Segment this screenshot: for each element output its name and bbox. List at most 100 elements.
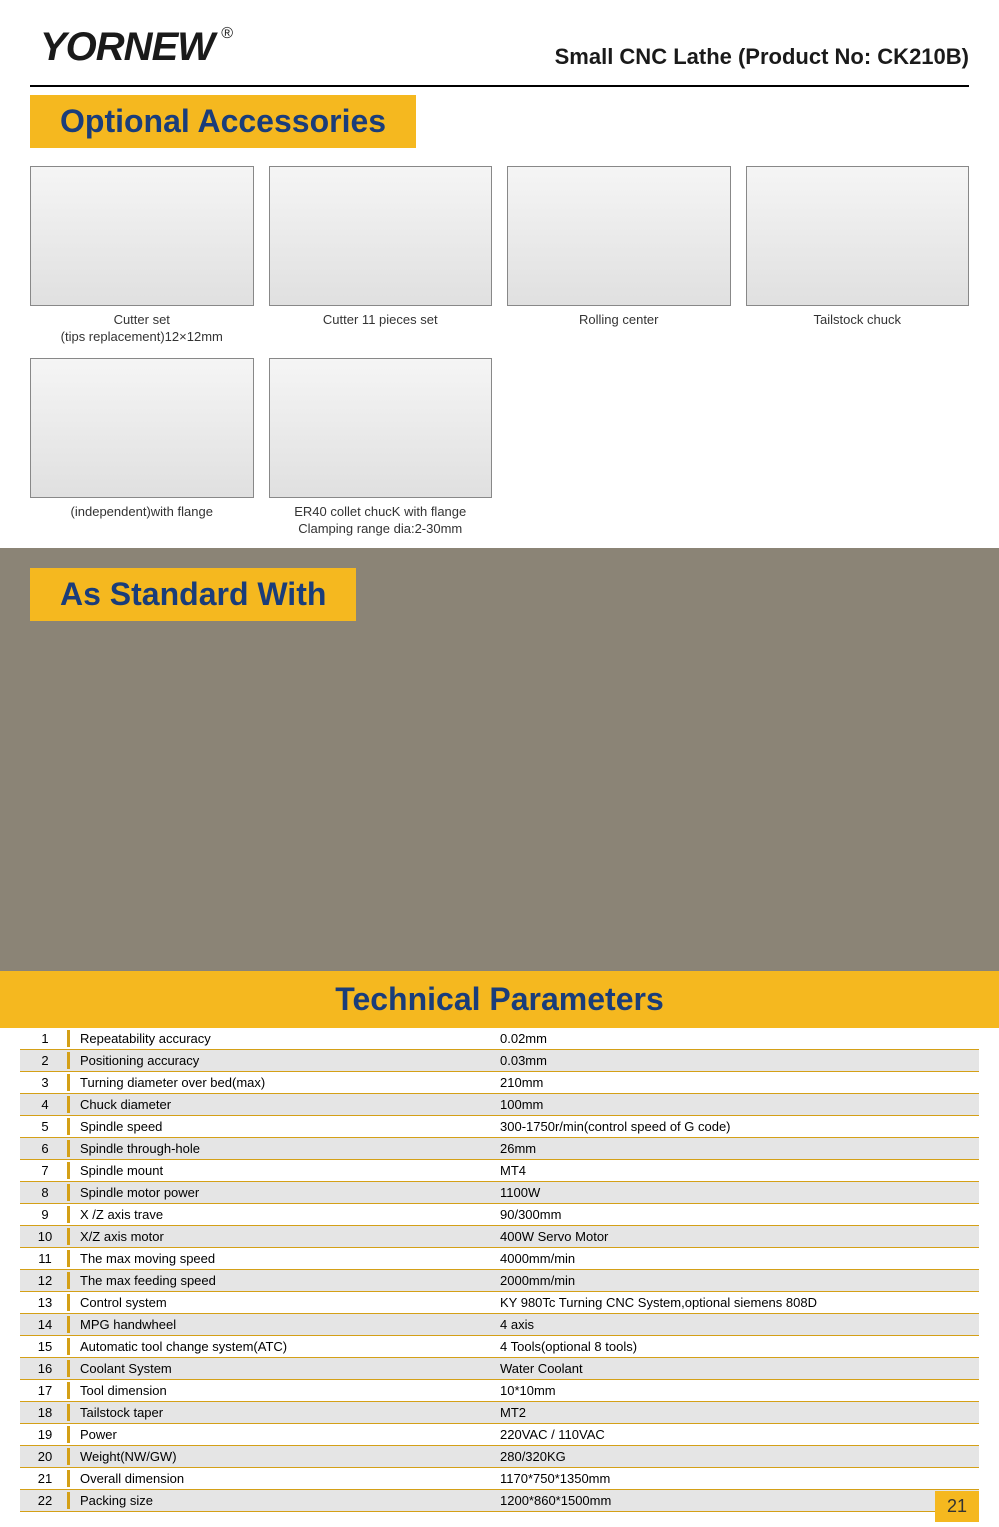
param-number: 21 [20,1467,70,1489]
logo: YORNEW ® [40,25,214,70]
param-number: 16 [20,1357,70,1379]
param-number: 12 [20,1269,70,1291]
param-value: 26mm [490,1137,979,1159]
param-name: Spindle speed [70,1115,490,1137]
table-row: 14MPG handwheel4 axis [20,1313,979,1335]
accessory-image [269,166,493,306]
param-name: X/Z axis motor [70,1225,490,1247]
param-name: MPG handwheel [70,1313,490,1335]
param-name: Tool dimension [70,1379,490,1401]
param-name: Spindle motor power [70,1181,490,1203]
technical-parameters-table: 1Repeatability accuracy0.02mm2Positionin… [20,1028,979,1512]
accessory-caption: Rolling center [579,312,659,329]
param-value: 280/320KG [490,1445,979,1467]
accessory-caption: Cutter set(tips replacement)12×12mm [61,312,223,346]
param-name: Repeatability accuracy [70,1028,490,1050]
accessory-card: Cutter set(tips replacement)12×12mm [30,166,254,346]
table-row: 15Automatic tool change system(ATC)4 Too… [20,1335,979,1357]
table-row: 21Overall dimension1170*750*1350mm [20,1467,979,1489]
param-value: 10*10mm [490,1379,979,1401]
standard-with-section: As Standard With [0,548,999,971]
param-number: 17 [20,1379,70,1401]
param-value: MT2 [490,1401,979,1423]
param-value: 4 axis [490,1313,979,1335]
param-value: 220VAC / 110VAC [490,1423,979,1445]
standard-with-title: As Standard With [30,568,356,621]
accessory-card: ER40 collet chucK with flangeClamping ra… [269,358,493,538]
param-value: 1170*750*1350mm [490,1467,979,1489]
param-value: MT4 [490,1159,979,1181]
param-name: Positioning accuracy [70,1049,490,1071]
product-title: Small CNC Lathe (Product No: CK210B) [555,44,969,70]
param-name: Coolant System [70,1357,490,1379]
table-row: 1Repeatability accuracy0.02mm [20,1028,979,1050]
param-value: 210mm [490,1071,979,1093]
table-row: 11The max moving speed4000mm/min [20,1247,979,1269]
param-value: 1200*860*1500mm [490,1489,979,1511]
page-container: YORNEW ® Small CNC Lathe (Product No: CK… [0,0,999,1527]
technical-parameters-title-bar: Technical Parameters [0,971,999,1028]
table-row: 8Spindle motor power1100W [20,1181,979,1203]
header: YORNEW ® Small CNC Lathe (Product No: CK… [0,0,999,85]
accessory-image [30,358,254,498]
param-number: 11 [20,1247,70,1269]
param-name: Packing size [70,1489,490,1511]
param-number: 3 [20,1071,70,1093]
param-value: 1100W [490,1181,979,1203]
param-number: 18 [20,1401,70,1423]
param-number: 4 [20,1093,70,1115]
table-row: 3Turning diameter over bed(max)210mm [20,1071,979,1093]
accessory-caption: Tailstock chuck [814,312,901,329]
param-name: Control system [70,1291,490,1313]
param-number: 7 [20,1159,70,1181]
table-row: 22Packing size1200*860*1500mm [20,1489,979,1511]
param-name: Power [70,1423,490,1445]
accessory-card: (independent)with flange [30,358,254,538]
accessory-caption: ER40 collet chucK with flangeClamping ra… [294,504,466,538]
accessory-card: Tailstock chuck [746,166,970,346]
param-name: The max moving speed [70,1247,490,1269]
standard-items-image [30,641,969,921]
param-number: 6 [20,1137,70,1159]
accessories-grid-row2: (independent)with flange ER40 collet chu… [0,346,999,548]
table-row: 17Tool dimension10*10mm [20,1379,979,1401]
param-name: Tailstock taper [70,1401,490,1423]
table-row: 7Spindle mountMT4 [20,1159,979,1181]
accessory-card: Rolling center [507,166,731,346]
param-number: 19 [20,1423,70,1445]
param-name: The max feeding speed [70,1269,490,1291]
param-name: Turning diameter over bed(max) [70,1071,490,1093]
param-value: 4000mm/min [490,1247,979,1269]
page-number: 21 [935,1491,979,1522]
param-name: Weight(NW/GW) [70,1445,490,1467]
param-number: 2 [20,1049,70,1071]
table-row: 6Spindle through-hole26mm [20,1137,979,1159]
table-row: 19Power220VAC / 110VAC [20,1423,979,1445]
table-row: 10X/Z axis motor400W Servo Motor [20,1225,979,1247]
trademark-symbol: ® [221,25,232,43]
param-value: 90/300mm [490,1203,979,1225]
accessory-caption: Cutter 11 pieces set [323,312,438,329]
logo-text: YORNEW [40,25,214,69]
technical-parameters-section: Technical Parameters 1Repeatability accu… [0,971,999,1527]
param-value: Water Coolant [490,1357,979,1379]
table-row: 2Positioning accuracy0.03mm [20,1049,979,1071]
optional-accessories-title: Optional Accessories [30,95,416,148]
accessory-image [269,358,493,498]
param-number: 1 [20,1028,70,1050]
param-name: Automatic tool change system(ATC) [70,1335,490,1357]
param-number: 22 [20,1489,70,1511]
param-name: Spindle mount [70,1159,490,1181]
accessories-grid-row1: Cutter set(tips replacement)12×12mm Cutt… [0,148,999,346]
accessory-caption: (independent)with flange [71,504,213,521]
param-value: 400W Servo Motor [490,1225,979,1247]
technical-parameters-title: Technical Parameters [335,981,663,1017]
param-number: 8 [20,1181,70,1203]
param-number: 14 [20,1313,70,1335]
param-value: 100mm [490,1093,979,1115]
table-row: 20Weight(NW/GW)280/320KG [20,1445,979,1467]
param-name: X /Z axis trave [70,1203,490,1225]
param-name: Overall dimension [70,1467,490,1489]
param-value: 0.02mm [490,1028,979,1050]
accessory-card: Cutter 11 pieces set [269,166,493,346]
